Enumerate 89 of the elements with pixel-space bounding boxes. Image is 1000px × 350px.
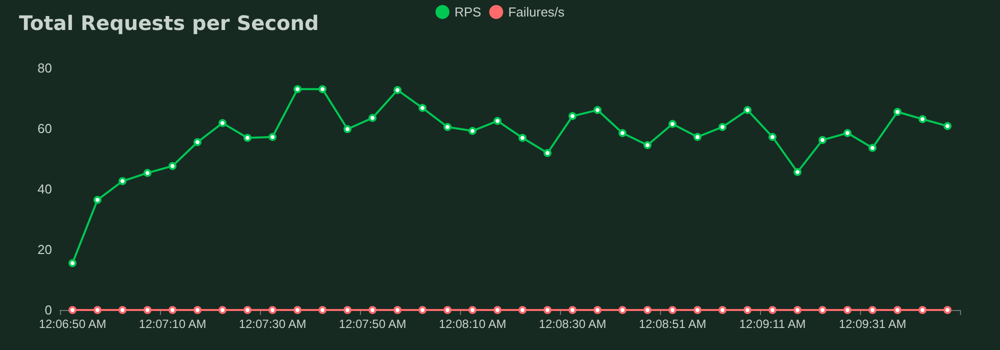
x-tick-label: 12:08:51 AM — [638, 317, 706, 331]
point — [768, 132, 776, 141]
point — [368, 114, 376, 122]
point — [794, 306, 802, 314]
point — [918, 306, 926, 314]
point — [368, 306, 376, 314]
point — [294, 85, 302, 94]
point — [194, 306, 202, 314]
y-tick-label: 60 — [38, 121, 52, 136]
point — [168, 306, 176, 314]
point — [168, 162, 176, 170]
y-tick-label: 40 — [38, 182, 52, 196]
point — [744, 306, 752, 314]
point — [844, 129, 852, 138]
point — [118, 177, 126, 186]
point — [794, 168, 802, 176]
point — [118, 306, 126, 314]
point — [844, 306, 852, 314]
point — [444, 306, 452, 314]
point — [618, 129, 626, 138]
point — [944, 122, 952, 130]
point — [294, 306, 302, 314]
point — [268, 306, 276, 314]
point — [518, 134, 526, 142]
x-tick-label: 12:09:11 AM — [739, 317, 806, 331]
y-tick-label: 0 — [44, 302, 52, 318]
point — [644, 306, 652, 314]
point — [894, 108, 902, 116]
point — [344, 306, 352, 314]
point — [218, 306, 226, 314]
point — [768, 306, 776, 314]
point — [668, 120, 676, 128]
point — [718, 306, 726, 314]
point — [218, 119, 226, 128]
point — [144, 168, 152, 177]
point — [594, 306, 602, 314]
point — [544, 306, 552, 314]
point — [518, 306, 526, 314]
point — [744, 106, 752, 114]
point — [868, 306, 876, 314]
point — [468, 306, 476, 314]
x-tick-label: 12:08:10 AM — [438, 317, 506, 331]
point — [68, 259, 76, 268]
point — [594, 106, 602, 114]
point — [444, 122, 452, 131]
x-tick-label: 12:07:10 AM — [138, 317, 206, 331]
point — [868, 144, 876, 152]
point — [468, 126, 476, 135]
point — [144, 306, 152, 314]
point — [644, 141, 652, 150]
x-tick-label: 12:08:30 AM — [538, 317, 606, 331]
x-tick-label: 12:07:30 AM — [238, 317, 306, 331]
point — [544, 149, 552, 157]
point — [894, 306, 902, 314]
point — [244, 134, 252, 142]
point — [818, 306, 826, 314]
point — [244, 306, 252, 314]
point — [944, 306, 952, 314]
point — [194, 138, 202, 146]
point — [718, 122, 726, 131]
point — [694, 132, 702, 141]
point — [618, 306, 626, 314]
legend-label: RPS — [454, 4, 482, 20]
point — [394, 86, 402, 94]
point — [418, 306, 426, 314]
point — [918, 115, 926, 124]
x-tick-label: 12:06:50 AM — [38, 317, 106, 331]
point — [318, 306, 326, 314]
point — [694, 306, 702, 314]
point — [668, 306, 676, 314]
point — [94, 196, 102, 204]
x-tick-label: 12:07:50 AM — [338, 317, 406, 331]
x-tick-label: 12:09:31 AM — [838, 317, 906, 331]
point — [68, 306, 76, 314]
y-tick-label: 20 — [38, 242, 52, 257]
y-tick-label: 80 — [38, 60, 52, 76]
legend-label: Failures/s — [508, 4, 566, 20]
point — [494, 116, 502, 125]
point — [318, 85, 326, 94]
chart-title: Total Requests per Second — [19, 11, 319, 35]
point — [494, 306, 502, 314]
point — [394, 306, 402, 314]
point — [568, 306, 576, 314]
point — [818, 136, 826, 144]
point — [568, 112, 576, 120]
point — [268, 132, 276, 141]
point — [94, 306, 102, 314]
point — [344, 125, 352, 134]
point — [418, 104, 426, 112]
